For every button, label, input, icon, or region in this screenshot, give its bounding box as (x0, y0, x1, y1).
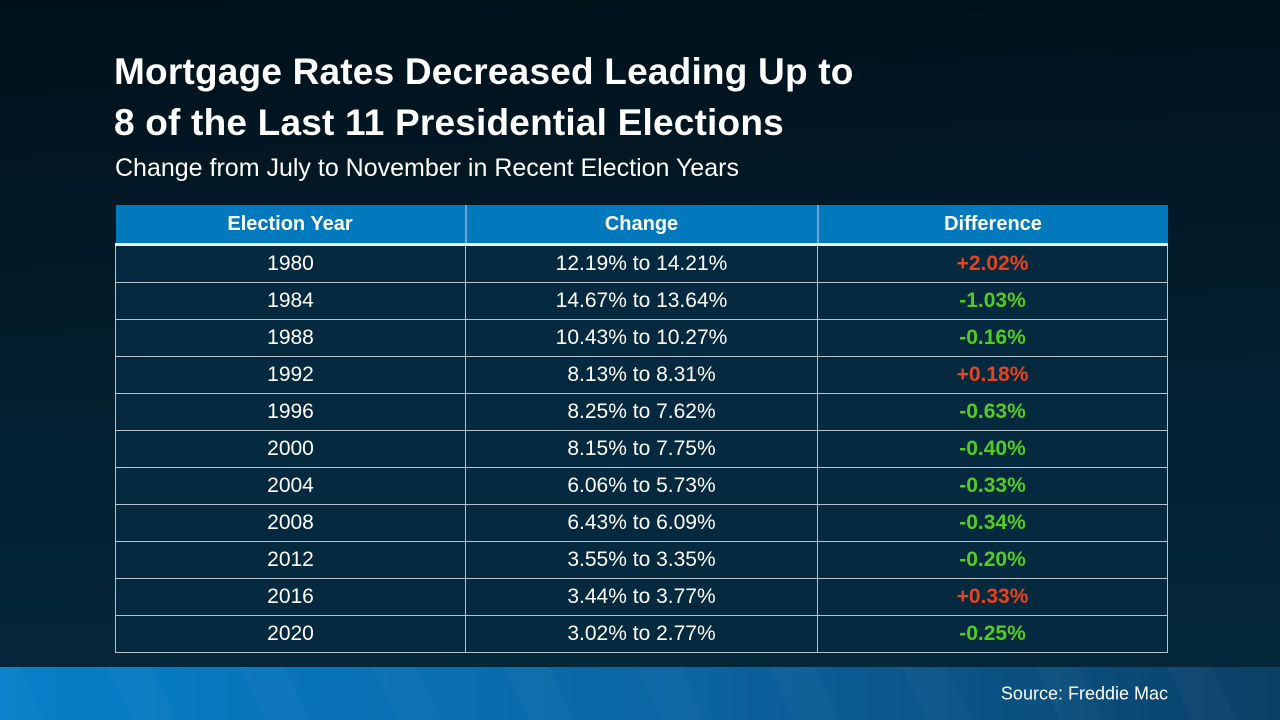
table-row: 1988 10.43% to 10.27% -0.16% (115, 319, 1168, 357)
cell-election-year: 2016 (115, 578, 466, 616)
cell-change: 3.44% to 3.77% (465, 578, 818, 616)
cell-election-year: 2020 (115, 615, 466, 653)
cell-change: 6.06% to 5.73% (465, 467, 818, 505)
cell-change: 3.55% to 3.35% (465, 541, 818, 579)
cell-difference: +0.18% (817, 356, 1168, 394)
cell-change: 6.43% to 6.09% (465, 504, 818, 542)
cell-difference: -0.63% (817, 393, 1168, 431)
cell-election-year: 2000 (115, 430, 466, 468)
page-title: Mortgage Rates Decreased Leading Up to 8… (114, 46, 854, 148)
table-row: 1980 12.19% to 14.21% +2.02% (115, 244, 1168, 283)
table-row: 1984 14.67% to 13.64% -1.03% (115, 282, 1168, 320)
cell-difference: -0.25% (817, 615, 1168, 653)
cell-election-year: 1984 (115, 282, 466, 320)
cell-election-year: 1980 (115, 244, 466, 283)
cell-difference: -0.34% (817, 504, 1168, 542)
table-row: 1992 8.13% to 8.31% +0.18% (115, 356, 1168, 394)
table-row: 1996 8.25% to 7.62% -0.63% (115, 393, 1168, 431)
cell-change: 10.43% to 10.27% (465, 319, 818, 357)
cell-difference: +2.02% (817, 244, 1168, 283)
cell-election-year: 2008 (115, 504, 466, 542)
cell-difference: -0.16% (817, 319, 1168, 357)
table-row: 2020 3.02% to 2.77% -0.25% (115, 615, 1168, 653)
cell-election-year: 1992 (115, 356, 466, 394)
cell-change: 3.02% to 2.77% (465, 615, 818, 653)
table-row: 2012 3.55% to 3.35% -0.20% (115, 541, 1168, 579)
cell-change: 14.67% to 13.64% (465, 282, 818, 320)
table-header: Election Year Change Difference (115, 205, 1168, 246)
cell-difference: -0.33% (817, 467, 1168, 505)
page-subtitle: Change from July to November in Recent E… (115, 154, 739, 182)
cell-election-year: 1988 (115, 319, 466, 357)
cell-difference: +0.33% (817, 578, 1168, 616)
table-row: 2008 6.43% to 6.09% -0.34% (115, 504, 1168, 542)
cell-election-year: 2012 (115, 541, 466, 579)
cell-change: 8.13% to 8.31% (465, 356, 818, 394)
cell-difference: -0.40% (817, 430, 1168, 468)
column-header-change: Change (464, 205, 818, 246)
cell-difference: -1.03% (817, 282, 1168, 320)
cell-change: 8.15% to 7.75% (465, 430, 818, 468)
title-line-2: 8 of the Last 11 Presidential Elections (114, 102, 784, 143)
table-row: 2004 6.06% to 5.73% -0.33% (115, 467, 1168, 505)
mortgage-rates-table-container: Election Year Change Difference 1980 12.… (115, 205, 1168, 653)
table-row: 2016 3.44% to 3.77% +0.33% (115, 578, 1168, 616)
table-header-row: Election Year Change Difference (115, 205, 1168, 246)
table-row: 2000 8.15% to 7.75% -0.40% (115, 430, 1168, 468)
cell-difference: -0.20% (817, 541, 1168, 579)
title-line-1: Mortgage Rates Decreased Leading Up to (114, 51, 854, 92)
mortgage-rates-table: Election Year Change Difference 1980 12.… (115, 205, 1168, 653)
column-header-difference: Difference (816, 205, 1168, 246)
table-body: 1980 12.19% to 14.21% +2.02% 1984 14.67%… (115, 244, 1168, 653)
column-header-election-year: Election Year (115, 205, 466, 246)
footer-bar: Source: Freddie Mac (0, 667, 1280, 720)
cell-change: 12.19% to 14.21% (465, 244, 818, 283)
cell-change: 8.25% to 7.62% (465, 393, 818, 431)
cell-election-year: 1996 (115, 393, 466, 431)
cell-election-year: 2004 (115, 467, 466, 505)
source-attribution: Source: Freddie Mac (1000, 683, 1168, 703)
